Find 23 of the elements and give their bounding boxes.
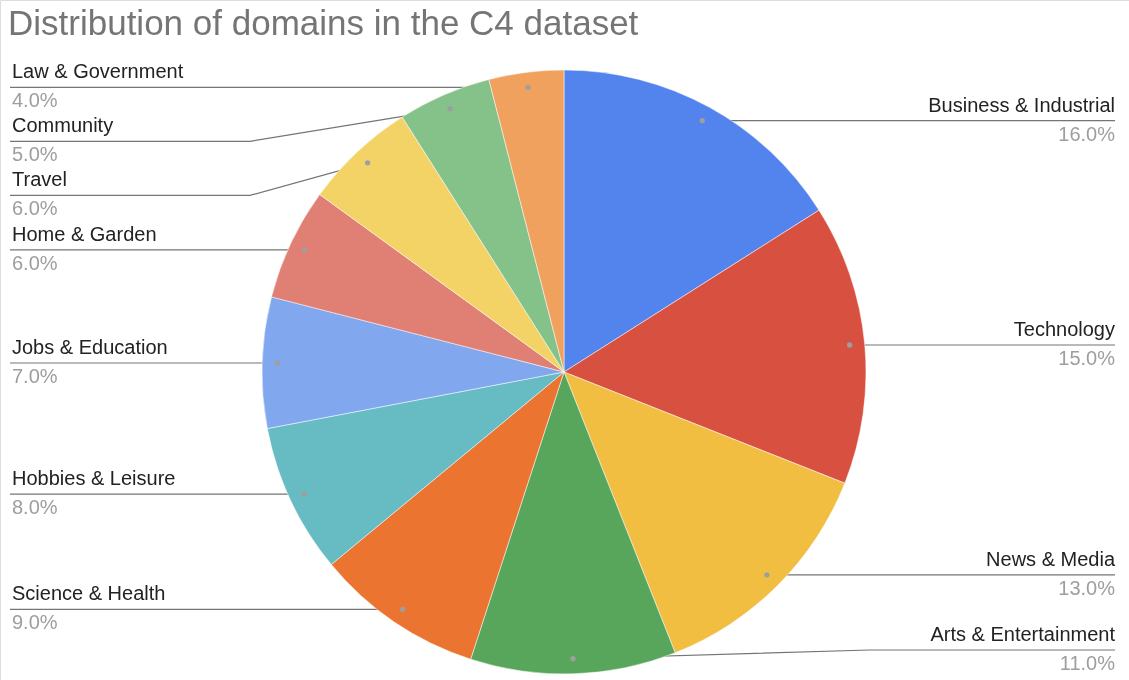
data-label: 7.0% — [12, 364, 58, 387]
data-label: 11.0% — [1059, 652, 1116, 674]
data-label: 8.0% — [12, 496, 58, 519]
data-label: 6.0% — [12, 251, 58, 274]
chart-title: Distribution of domains in the C4 dataset — [8, 3, 639, 42]
data-label: 16.0% — [1058, 122, 1116, 145]
slice-label: Travel — [12, 168, 67, 191]
slice-label: Science & Health — [12, 582, 166, 605]
slice-label: Technology — [1013, 318, 1115, 340]
data-label: 9.0% — [12, 611, 58, 634]
data-label: 5.0% — [12, 143, 58, 166]
data-label: 15.0% — [1058, 347, 1116, 369]
slice-label: Arts & Entertainment — [930, 623, 1116, 645]
slice-label: Law & Government — [12, 60, 184, 83]
slice-label: Business & Industrial — [928, 93, 1115, 116]
slice-label: Jobs & Education — [12, 335, 168, 358]
slice-label: Home & Garden — [12, 222, 157, 245]
slice-label: Hobbies & Leisure — [12, 467, 176, 490]
slice-label: Community — [12, 114, 114, 137]
data-label: 4.0% — [12, 89, 58, 112]
data-label: 6.0% — [12, 197, 58, 220]
slice-label: News & Media — [986, 547, 1116, 570]
data-label: 13.0% — [1058, 576, 1116, 599]
